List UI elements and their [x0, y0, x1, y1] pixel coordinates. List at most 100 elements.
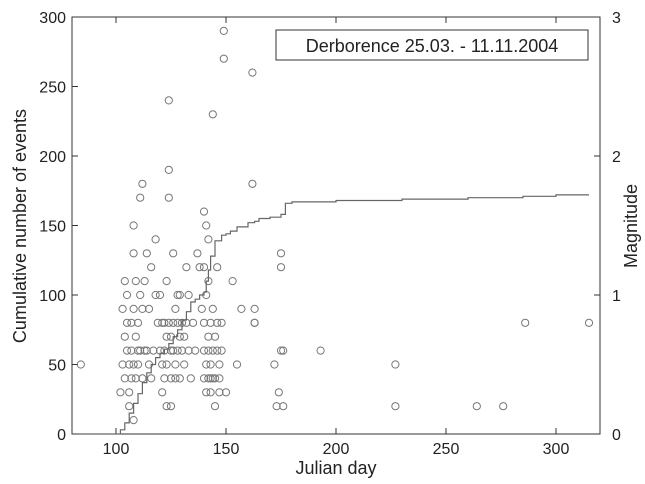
magnitude-point: [125, 402, 134, 411]
magnitude-point: [151, 290, 160, 300]
y-tick-label-left: 300: [39, 10, 66, 27]
magnitude-point: [173, 318, 182, 327]
y-tick-label-left: 150: [39, 219, 66, 236]
magnitude-point: [140, 346, 149, 355]
magnitude-point: [175, 374, 184, 383]
magnitude-point: [164, 193, 173, 202]
magnitude-point: [122, 318, 132, 327]
magnitude-point: [173, 346, 182, 355]
legend-box: Derborence 25.03. - 11.11.2004: [275, 29, 589, 61]
magnitude-point: [248, 179, 257, 188]
magnitude-point: [129, 360, 138, 369]
magnitude-point: [166, 346, 176, 355]
magnitude-point: [206, 374, 215, 383]
magnitude-point: [127, 318, 136, 327]
magnitude-point: [204, 235, 213, 244]
magnitude-point: [472, 402, 481, 411]
magnitude-point: [206, 388, 215, 397]
magnitude-point: [210, 374, 220, 383]
magnitude-point: [122, 290, 132, 300]
y-tick-label-right: 1: [612, 288, 621, 305]
magnitude-point: [158, 360, 167, 369]
y-tick-label-left: 100: [39, 288, 66, 305]
magnitude-point: [180, 332, 189, 341]
magnitude-point: [188, 318, 198, 327]
magnitude-point: [171, 360, 180, 369]
magnitude-point: [136, 193, 145, 202]
cumulative-events-line: [78, 194, 589, 435]
magnitude-point: [276, 263, 286, 272]
magnitude-point: [138, 304, 147, 313]
magnitude-point: [136, 290, 145, 300]
magnitude-point: [76, 360, 85, 369]
magnitude-point: [213, 318, 222, 327]
magnitude-point: [184, 346, 193, 355]
x-tick-label: 200: [323, 441, 350, 458]
magnitude-point: [180, 360, 189, 369]
x-tick-label: 250: [433, 441, 460, 458]
magnitude-point: [210, 332, 220, 341]
magnitude-point: [144, 304, 154, 313]
magnitude-point: [171, 304, 180, 313]
magnitude-markers: [76, 26, 594, 425]
magnitude-point: [171, 374, 180, 383]
magnitude-point: [279, 346, 288, 355]
magnitude-point: [270, 360, 279, 369]
magnitude-point: [147, 374, 156, 383]
x-axis-label: Julian day: [295, 458, 376, 478]
magnitude-point: [499, 402, 508, 411]
magnitude-point: [164, 96, 173, 105]
magnitude-point: [142, 346, 151, 355]
y-tick-label-right: 0: [612, 427, 621, 444]
magnitude-point: [184, 290, 193, 300]
magnitude-point: [158, 388, 167, 397]
magnitude-point: [133, 318, 143, 327]
magnitude-point: [228, 277, 237, 286]
magnitude-point: [127, 374, 136, 383]
magnitude-point: [169, 346, 178, 355]
magnitude-point: [118, 360, 127, 369]
magnitude-point: [204, 346, 213, 355]
legend-frame: [275, 29, 589, 61]
x-tick-label: 300: [543, 441, 570, 458]
magnitude-point: [140, 277, 149, 286]
magnitude-point: [151, 235, 160, 244]
magnitude-point: [191, 346, 200, 355]
magnitude-point: [153, 318, 162, 327]
y-axis-label-left: Cumulative number of events: [10, 109, 30, 343]
magnitude-point: [199, 263, 209, 272]
magnitude-point: [120, 374, 129, 383]
magnitude-point: [217, 346, 226, 355]
y-tick-label-left: 0: [57, 427, 66, 444]
magnitude-point: [158, 318, 167, 327]
magnitude-point: [162, 402, 171, 411]
magnitude-point: [155, 290, 165, 300]
magnitude-point: [131, 332, 140, 341]
tick-labels: 100 150 200 250 300 0 50 100 150 200 250 300 0 1 2 3: [39, 10, 621, 458]
magnitude-point: [215, 374, 224, 383]
magnitude-point: [160, 374, 169, 383]
magnitude-point: [208, 304, 217, 313]
magnitude-point: [584, 318, 594, 327]
magnitude-point: [162, 277, 171, 286]
magnitude-point: [219, 26, 228, 35]
magnitude-point: [272, 402, 281, 411]
magnitude-point: [136, 346, 145, 355]
legend-title: Derborence 25.03. - 11.11.2004: [306, 36, 559, 56]
magnitude-point: [202, 388, 211, 397]
y-tick-label-left: 200: [39, 149, 66, 166]
magnitude-point: [142, 249, 151, 258]
y-axis-label-right: Magnitude: [621, 184, 641, 268]
magnitude-point: [182, 263, 191, 272]
magnitude-point: [160, 346, 169, 355]
magnitude-point: [204, 332, 213, 341]
magnitude-point: [186, 374, 195, 383]
magnitude-point: [279, 402, 288, 411]
magnitude-point: [116, 388, 125, 397]
magnitude-point: [232, 360, 242, 369]
magnitude-point: [166, 402, 176, 411]
magnitude-point: [199, 374, 209, 383]
x-tick-label: 150: [213, 441, 240, 458]
magnitude-point: [391, 360, 400, 369]
